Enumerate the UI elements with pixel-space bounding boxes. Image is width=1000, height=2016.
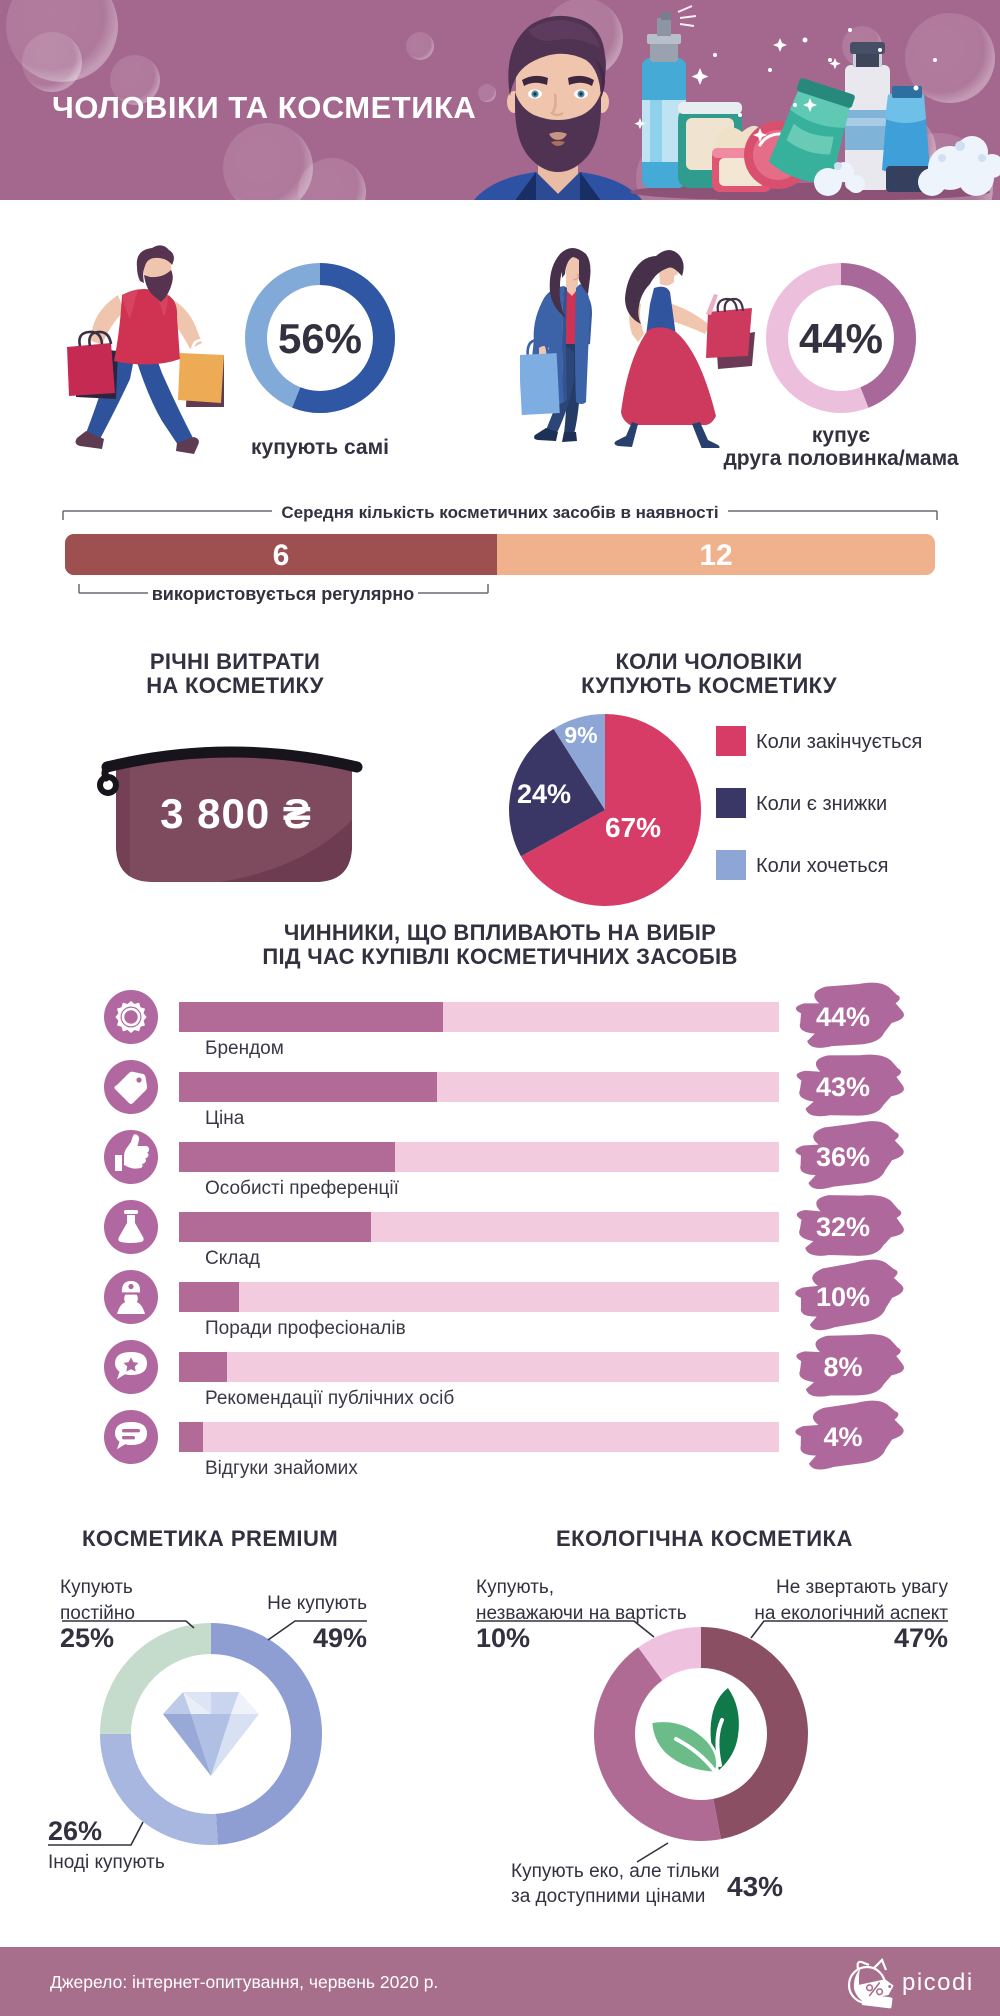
svg-text:43%: 43% <box>816 1072 870 1102</box>
svg-text:використовується регулярно: використовується регулярно <box>152 584 415 604</box>
svg-text:4%: 4% <box>823 1422 862 1452</box>
svg-text:Ціна: Ціна <box>205 1108 245 1129</box>
svg-text:Особисті преференції: Особисті преференції <box>205 1178 400 1199</box>
svg-text:Відгуки знайомих: Відгуки знайомих <box>205 1458 358 1479</box>
svg-text:3 800 ₴: 3 800 ₴ <box>160 790 312 837</box>
svg-text:Середня кількість косметичних: Середня кількість косметичних засобів в … <box>281 503 718 522</box>
svg-text:Поради професіоналів: Поради професіоналів <box>205 1318 406 1339</box>
svg-text:Склад: Склад <box>205 1248 260 1269</box>
svg-text:32%: 32% <box>816 1212 870 1242</box>
svg-text:44%: 44% <box>816 1002 870 1032</box>
svg-text:36%: 36% <box>816 1142 870 1172</box>
svg-text:Брендом: Брендом <box>205 1038 284 1059</box>
svg-text:8%: 8% <box>823 1352 862 1382</box>
svg-text:Рекомендації публічних осіб: Рекомендації публічних осіб <box>205 1388 454 1409</box>
svg-text:6: 6 <box>273 539 290 572</box>
svg-text:10%: 10% <box>816 1282 870 1312</box>
svg-text:12: 12 <box>699 539 732 572</box>
